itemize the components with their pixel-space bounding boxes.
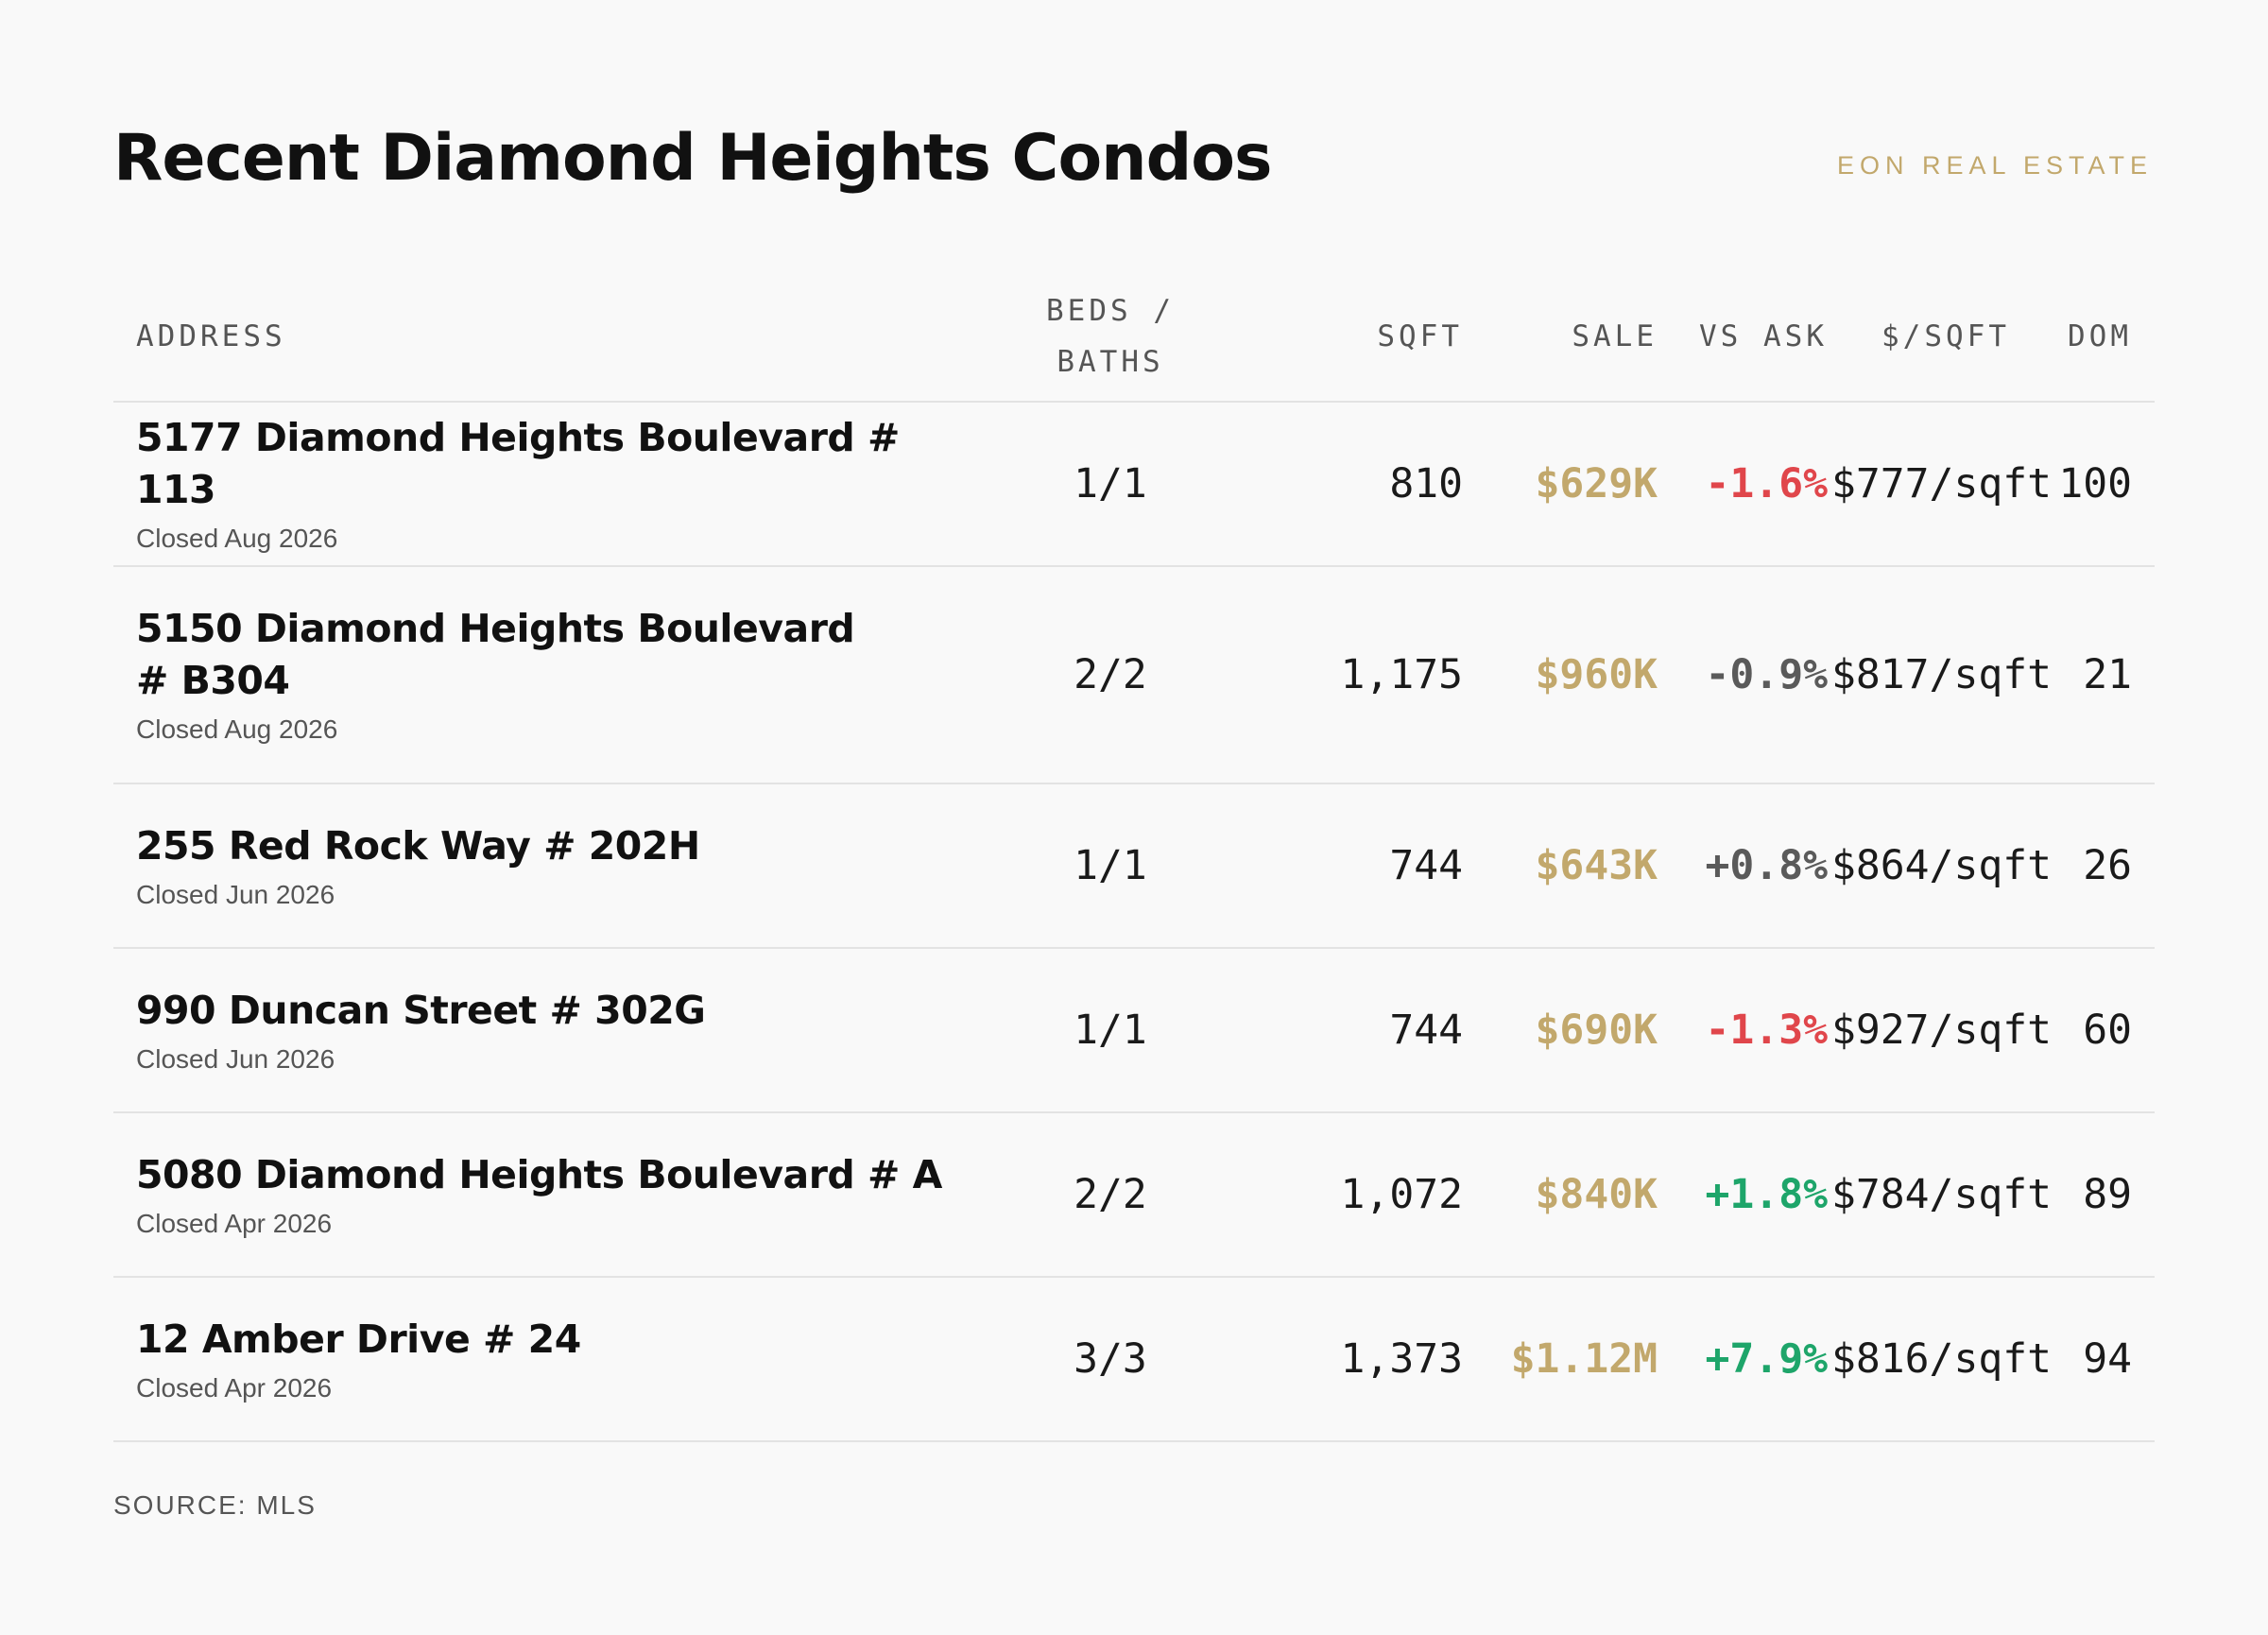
sqft-cell: 1,373 — [1238, 1277, 1467, 1442]
price-per-sqft-cell: $777/sqft — [1831, 402, 2052, 567]
beds-baths-cell: 1/1 — [983, 402, 1238, 567]
vs-ask-cell: -0.9% — [1661, 566, 1831, 784]
price-per-sqft-cell: $927/sqft — [1831, 948, 2052, 1113]
dom-cell: 100 — [2014, 402, 2155, 567]
vs-ask-cell: +1.8% — [1661, 1112, 1831, 1278]
brand-label: EON REAL ESTATE — [1836, 151, 2153, 180]
table-row: 5177 Diamond Heights Boulevard # 113 Clo… — [113, 402, 2155, 567]
address-cell: 12 Amber Drive # 24 Closed Apr 2026 — [113, 1277, 983, 1442]
sale-price-cell: $643K — [1467, 783, 1661, 949]
address-text: 5177 Diamond Heights Boulevard # 113 — [136, 415, 900, 512]
column-header-baths: BATHS — [1057, 344, 1164, 379]
address-cell: 255 Red Rock Way # 202H Closed Jun 2026 — [113, 783, 983, 949]
page-title: Recent Diamond Heights Condos — [113, 121, 1272, 196]
table-header-row: ADDRESS BEDS / BATHS SQFT SALE VS ASK $/… — [113, 271, 2155, 403]
closed-date: Closed Aug 2026 — [136, 714, 338, 744]
beds-baths-cell: 2/2 — [983, 566, 1238, 784]
column-header-beds-baths: BEDS / BATHS — [983, 271, 1238, 403]
vs-ask-cell: -1.3% — [1661, 948, 1831, 1113]
dom-cell: 94 — [2014, 1277, 2155, 1442]
beds-baths-cell: 2/2 — [983, 1112, 1238, 1278]
vs-ask-cell: -1.6% — [1661, 402, 1831, 567]
address-text: 5080 Diamond Heights Boulevard # A — [136, 1151, 942, 1197]
closed-date: Closed Aug 2026 — [136, 524, 338, 553]
beds-baths-cell: 1/1 — [983, 783, 1238, 949]
address-cell: 990 Duncan Street # 302G Closed Jun 2026 — [113, 948, 983, 1113]
sale-price-cell: $629K — [1467, 402, 1661, 567]
address-cell: 5177 Diamond Heights Boulevard # 113 Clo… — [113, 402, 983, 567]
sqft-cell: 1,175 — [1238, 566, 1467, 784]
closed-date: Closed Apr 2026 — [136, 1372, 333, 1403]
sale-price-cell: $1.12M — [1467, 1277, 1661, 1442]
column-header-vs-ask: VS ASK — [1661, 271, 1831, 403]
source-note: SOURCE: MLS — [113, 1490, 317, 1520]
column-header-price-per-sqft: $/SQFT — [1831, 271, 2014, 403]
closed-date: Closed Jun 2026 — [136, 879, 335, 909]
table-row: 5080 Diamond Heights Boulevard # A Close… — [113, 1112, 2155, 1278]
sqft-cell: 744 — [1238, 948, 1467, 1113]
column-header-sale: SALE — [1467, 271, 1661, 403]
column-header-dom: DOM — [2014, 271, 2155, 403]
header: Recent Diamond Heights Condos EON REAL E… — [113, 112, 2155, 206]
listings-table: ADDRESS BEDS / BATHS SQFT SALE VS ASK $/… — [113, 271, 2155, 1442]
address-text: 255 Red Rock Way # 202H — [136, 822, 700, 869]
table-row: 255 Red Rock Way # 202H Closed Jun 2026 … — [113, 783, 2155, 949]
dom-cell: 26 — [2014, 783, 2155, 949]
sqft-cell: 744 — [1238, 783, 1467, 949]
table-row: 5150 Diamond Heights Boulevard # B304 Cl… — [113, 566, 2155, 784]
address-cell: 5080 Diamond Heights Boulevard # A Close… — [113, 1112, 983, 1278]
beds-baths-cell: 3/3 — [983, 1277, 1238, 1442]
vs-ask-cell: +7.9% — [1661, 1277, 1831, 1442]
price-per-sqft-cell: $816/sqft — [1831, 1277, 2052, 1442]
dom-cell: 89 — [2014, 1112, 2155, 1278]
closed-date: Closed Apr 2026 — [136, 1208, 333, 1238]
sale-price-cell: $840K — [1467, 1112, 1661, 1278]
sqft-cell: 1,072 — [1238, 1112, 1467, 1278]
dom-cell: 21 — [2014, 566, 2155, 784]
closed-date: Closed Jun 2026 — [136, 1043, 335, 1074]
price-per-sqft-cell: $864/sqft — [1831, 783, 2052, 949]
address-text: 12 Amber Drive # 24 — [136, 1316, 581, 1362]
vs-ask-cell: +0.8% — [1661, 783, 1831, 949]
address-text: 5150 Diamond Heights Boulevard # B304 — [136, 606, 855, 703]
sale-price-cell: $960K — [1467, 566, 1661, 784]
dom-cell: 60 — [2014, 948, 2155, 1113]
price-per-sqft-cell: $784/sqft — [1831, 1112, 2052, 1278]
table-row: 990 Duncan Street # 302G Closed Jun 2026… — [113, 948, 2155, 1113]
column-header-sqft: SQFT — [1238, 271, 1467, 403]
table-row: 12 Amber Drive # 24 Closed Apr 2026 3/3 … — [113, 1277, 2155, 1442]
column-header-beds: BEDS / — [1046, 293, 1175, 328]
beds-baths-cell: 1/1 — [983, 948, 1238, 1113]
sale-price-cell: $690K — [1467, 948, 1661, 1113]
address-cell: 5150 Diamond Heights Boulevard # B304 Cl… — [113, 566, 983, 784]
address-text: 990 Duncan Street # 302G — [136, 987, 706, 1033]
sqft-cell: 810 — [1238, 402, 1467, 567]
price-per-sqft-cell: $817/sqft — [1831, 566, 2052, 784]
column-header-address: ADDRESS — [113, 271, 983, 403]
